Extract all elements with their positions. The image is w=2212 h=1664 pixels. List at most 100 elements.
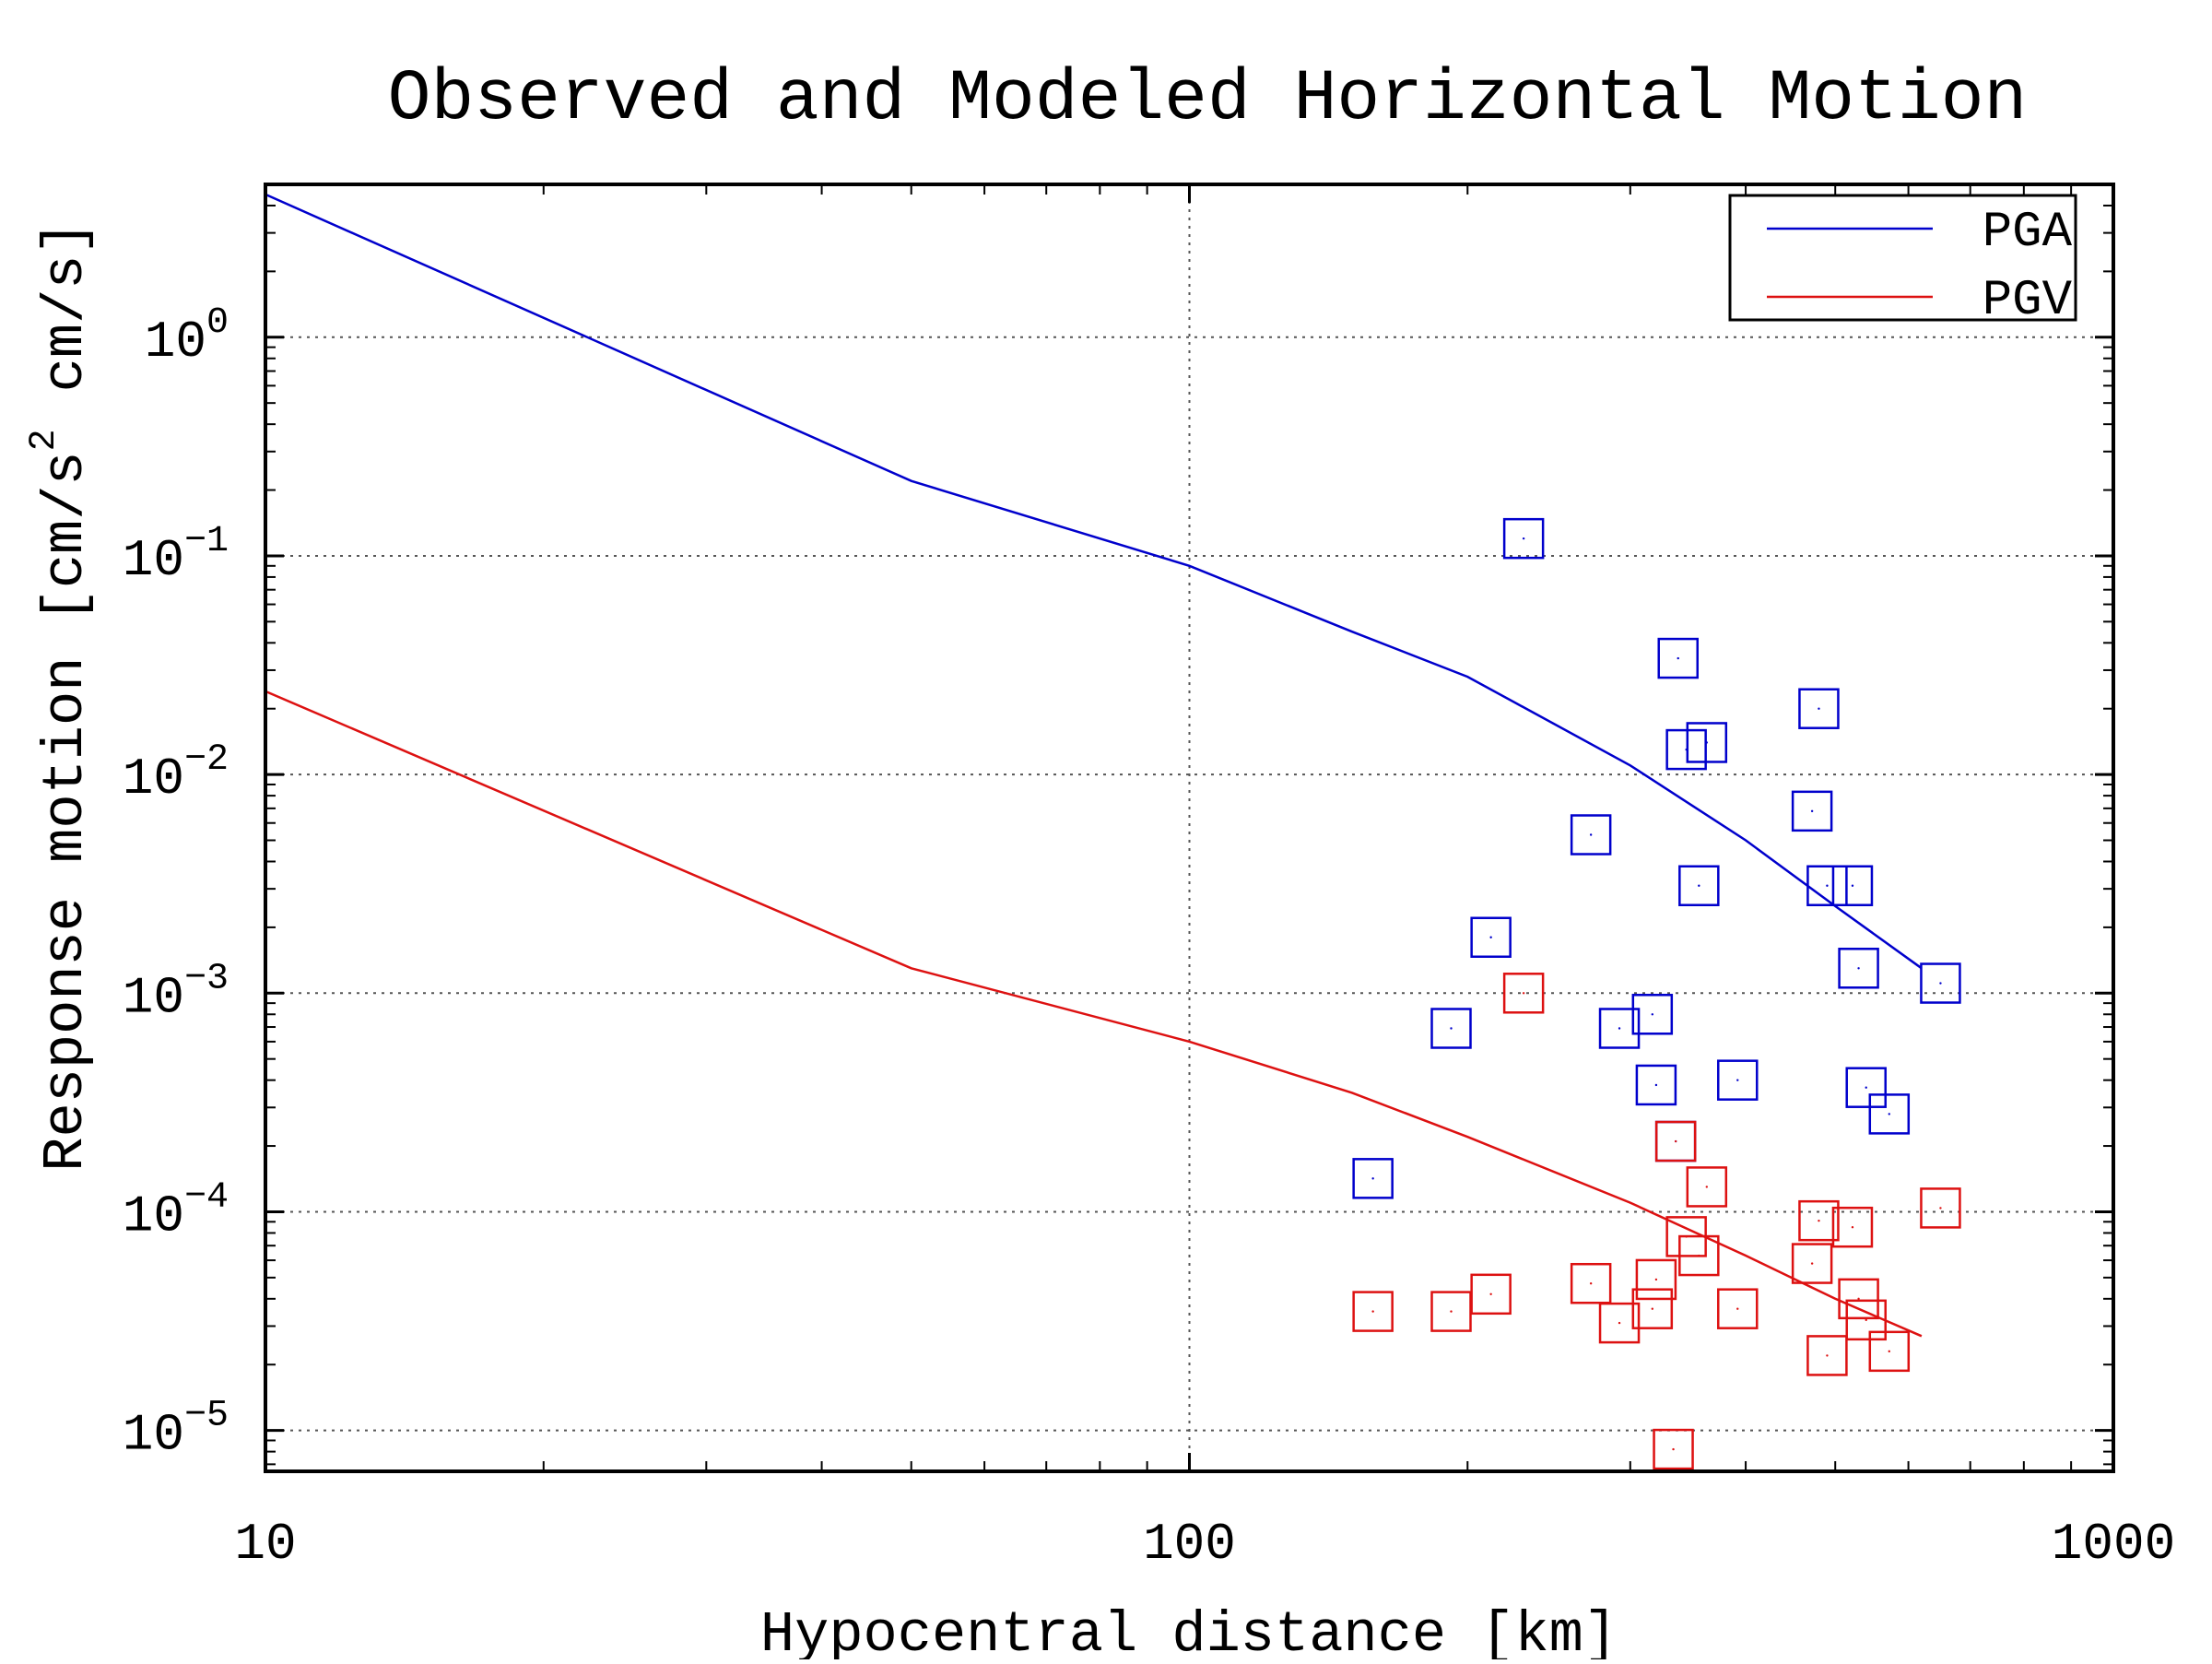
y-tick-label: 10−3 — [123, 958, 229, 1027]
pgv-observed-point — [1654, 1278, 1658, 1281]
pga-observed-marker — [1798, 688, 1840, 729]
legend-box — [1728, 194, 2077, 322]
y-tick-label: 100 — [145, 302, 229, 372]
pga-model-line — [265, 193, 1923, 970]
legend: PGA PGV — [1728, 194, 2077, 329]
pgv-observed-marker — [1798, 1199, 1840, 1242]
pgv-observed-point — [1589, 1282, 1593, 1285]
pga-observed-point — [1810, 809, 1814, 813]
y-axis-label-main: Response motion [cm/s — [33, 451, 99, 1171]
pga-observed-marker — [1631, 994, 1674, 1035]
legend-label: PGA — [1983, 205, 2073, 261]
y-tick-base: 10 — [123, 531, 184, 590]
pgv-model-line — [265, 690, 1923, 1338]
pga-observed-marker — [1502, 517, 1545, 560]
pga-observed-point — [1705, 741, 1709, 744]
y-tick-base: 10 — [123, 749, 184, 808]
pgv-observed-marker — [1678, 1234, 1720, 1277]
grid — [265, 184, 2113, 1471]
y-tick-exponent: −5 — [184, 1396, 229, 1437]
pgv-observed-marker — [1502, 973, 1545, 1014]
y-axis-label-tail: cm/s] — [33, 220, 99, 392]
pga-observed-marker — [1845, 1067, 1887, 1108]
pgv-observed-point — [1489, 1292, 1492, 1296]
y-tick-base: 10 — [123, 1186, 184, 1245]
y-tick-base: 10 — [145, 313, 206, 372]
pgv-observed-marker — [1570, 1262, 1612, 1304]
y-tick-exponent: 0 — [206, 302, 229, 344]
x-axis-label: Hypocentral distance [km] — [760, 1602, 1618, 1659]
pga-observed-point — [1826, 884, 1829, 887]
pgv-observed-point — [1939, 1207, 1942, 1210]
pga-observed-point — [1865, 1086, 1867, 1089]
pgv-observed-marker — [1635, 1258, 1677, 1301]
pgv-observed-point — [1705, 1186, 1709, 1188]
y-tick-label: 10−4 — [123, 1176, 229, 1245]
pga-observed-marker — [1920, 962, 1961, 1004]
series-layer — [265, 193, 1961, 1470]
pgv-observed-marker — [1654, 1120, 1697, 1162]
pgv-observed-point — [1818, 1219, 1820, 1222]
x-tick-label: 100 — [1143, 1515, 1236, 1574]
pgv-observed-point — [1651, 1307, 1654, 1310]
pga-observed-point — [1677, 656, 1679, 660]
plot-frame — [264, 183, 2115, 1473]
x-tick-label: 1000 — [2052, 1515, 2175, 1574]
pga-observed-point — [1654, 1083, 1658, 1087]
pga-observed-marker — [1791, 790, 1833, 832]
pga-observed-marker — [1868, 1093, 1911, 1135]
pga-observed-marker — [1686, 722, 1728, 763]
y-tick-exponent: −3 — [184, 958, 229, 999]
pgv-observed-point — [1857, 1297, 1860, 1301]
pgv-observed-marker — [1686, 1166, 1728, 1208]
pgv-observed-marker — [1831, 1206, 1874, 1248]
y-tick-label: 10−1 — [123, 521, 229, 590]
pga-observed-point — [1851, 884, 1854, 887]
pga-observed-point — [1888, 1113, 1890, 1115]
pga-observed-marker — [1598, 1008, 1641, 1049]
pga-observed-point — [1371, 1177, 1374, 1180]
pga-observed-marker — [1657, 637, 1699, 679]
pgv-observed-marker — [1868, 1330, 1911, 1373]
pga-observed-marker — [1717, 1059, 1759, 1101]
pgv-observed-marker — [1653, 1428, 1694, 1470]
pgv-observed-point — [1888, 1350, 1890, 1353]
pga-observed-point — [1450, 1027, 1453, 1030]
pga-observed-point — [1857, 967, 1860, 970]
y-tick-exponent: −4 — [184, 1176, 229, 1218]
pga-observed-marker — [1570, 814, 1612, 856]
pgv-observed-point — [1865, 1318, 1867, 1322]
pgv-observed-marker — [1838, 1278, 1879, 1320]
pga-observed-point — [1651, 1013, 1654, 1016]
pga-observed-marker — [1831, 865, 1874, 907]
pgv-observed-point — [1371, 1310, 1374, 1313]
pga-observed-marker — [1838, 948, 1879, 989]
legend-label: PGV — [1983, 273, 2073, 329]
pgv-observed-marker — [1806, 1335, 1848, 1376]
pga-observed-marker — [1470, 916, 1512, 958]
pga-observed-marker — [1352, 1158, 1394, 1199]
pgv-observed-point — [1810, 1262, 1814, 1265]
pgv-observed-marker — [1845, 1299, 1887, 1341]
pgv-observed-marker — [1717, 1288, 1759, 1329]
pga-observed-point — [1618, 1027, 1621, 1030]
pgv-observed-point — [1450, 1310, 1453, 1313]
pga-observed-marker — [1635, 1064, 1677, 1106]
pga-observed-point — [1489, 936, 1492, 938]
chart-title: Observed and Modeled Horizontal Motion — [388, 59, 2028, 140]
pga-observed-point — [1589, 833, 1593, 836]
y-tick-label: 10−2 — [123, 739, 229, 808]
y-tick-base: 10 — [123, 968, 184, 1027]
x-tick-label: 10 — [234, 1515, 296, 1574]
pgv-observed-marker — [1920, 1187, 1961, 1229]
pgv-observed-point — [1736, 1307, 1739, 1310]
y-axis-label: Response motion [cm/s2 cm/s] — [24, 220, 99, 1171]
pgv-observed-point — [1522, 992, 1525, 995]
pgv-observed-marker — [1352, 1291, 1394, 1332]
pga-observed-point — [1698, 884, 1700, 887]
pgv-observed-marker — [1631, 1288, 1674, 1329]
pga-observed-marker — [1678, 865, 1720, 907]
